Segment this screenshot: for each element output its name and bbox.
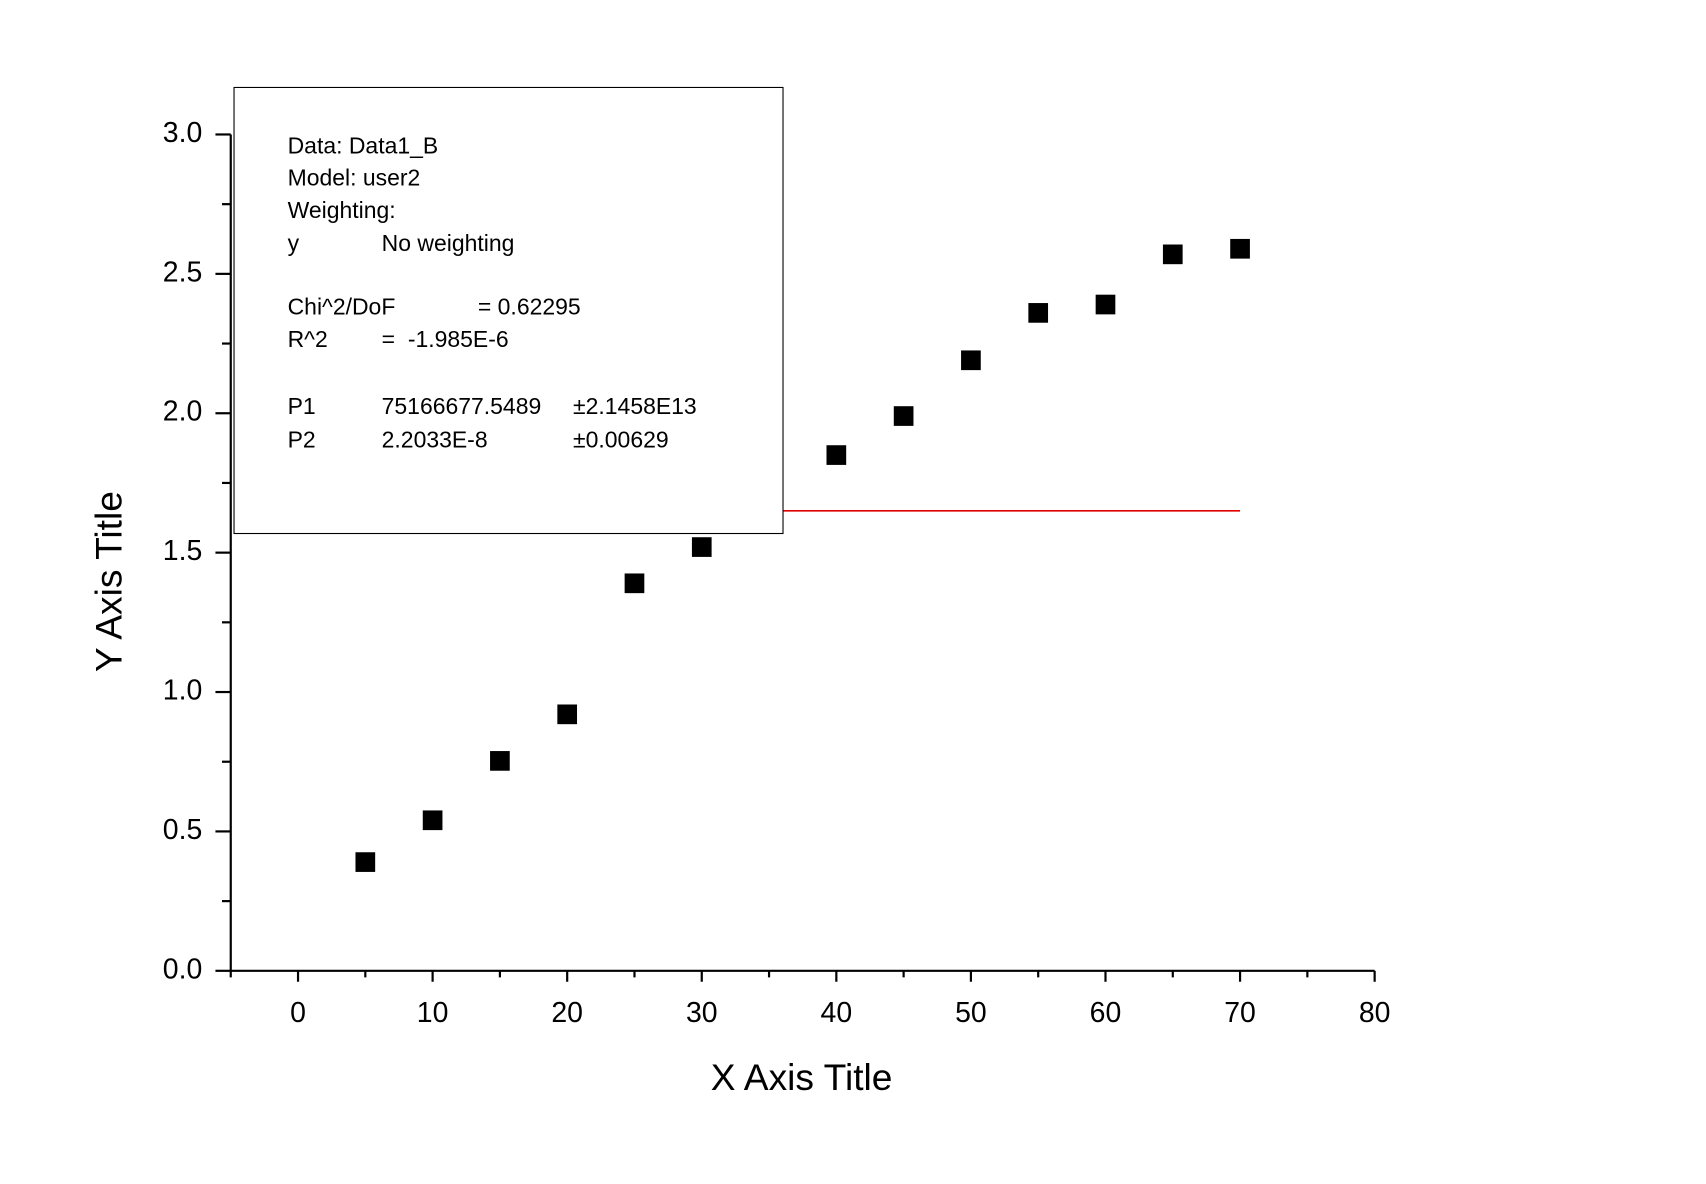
data-point [1162,244,1183,265]
data-point [422,810,443,831]
y-tick-label: 2.5 [163,256,203,288]
annotation-text: R^2 [288,326,328,352]
x-tick-label: 60 [1090,997,1122,1029]
x-tick-label: 40 [821,997,853,1029]
annotation-text: y [288,230,300,256]
y-tick-label: 1.0 [163,675,203,707]
annotation-text: P2 [288,427,316,453]
data-point [490,751,510,771]
annotation-text: Model: user2 [288,164,421,190]
x-tick-label: 70 [1224,997,1256,1029]
x-tick-label: 0 [290,997,306,1029]
annotation-text: Data: Data1_B [288,133,439,159]
annotation-text: ±2.1458E13 [573,393,697,419]
annotation-text: No weighting [382,230,515,256]
annotation-text: = -1.985E-6 [382,326,509,352]
annotation-box [233,86,784,535]
y-tick-label: 0.5 [163,814,203,846]
y-tick-label: 2.0 [163,396,203,428]
annotation-text: Weighting: [288,197,396,223]
data-point [1095,294,1116,315]
x-tick-label: 50 [955,997,987,1029]
data-point [893,406,914,426]
annotation-text: Chi^2/DoF [288,293,396,319]
y-tick-label: 0.0 [163,953,203,985]
annotation-text: ±0.00629 [573,427,669,453]
x-axis-title: X Axis Title [711,1056,893,1098]
annotation-text: = 0.62295 [478,293,581,319]
data-point [691,537,712,557]
data-point [826,445,847,465]
y-tick-label: 1.5 [163,535,203,567]
data-point [624,573,645,594]
x-tick-label: 30 [686,997,718,1029]
x-tick-label: 10 [417,997,449,1029]
data-point [1028,303,1049,323]
annotation-text: 2.2033E-8 [382,427,488,453]
data-point [961,350,981,371]
data-point [557,704,578,725]
annotation-text: P1 [288,393,316,419]
data-point [1230,238,1250,259]
annotation-text: 75166677.5489 [382,393,542,419]
x-tick-label: 80 [1359,997,1391,1029]
y-tick-label: 3.0 [163,117,203,149]
y-axis-title: Y Axis Title [87,491,129,672]
data-point [355,852,376,872]
x-tick-label: 20 [551,997,583,1029]
